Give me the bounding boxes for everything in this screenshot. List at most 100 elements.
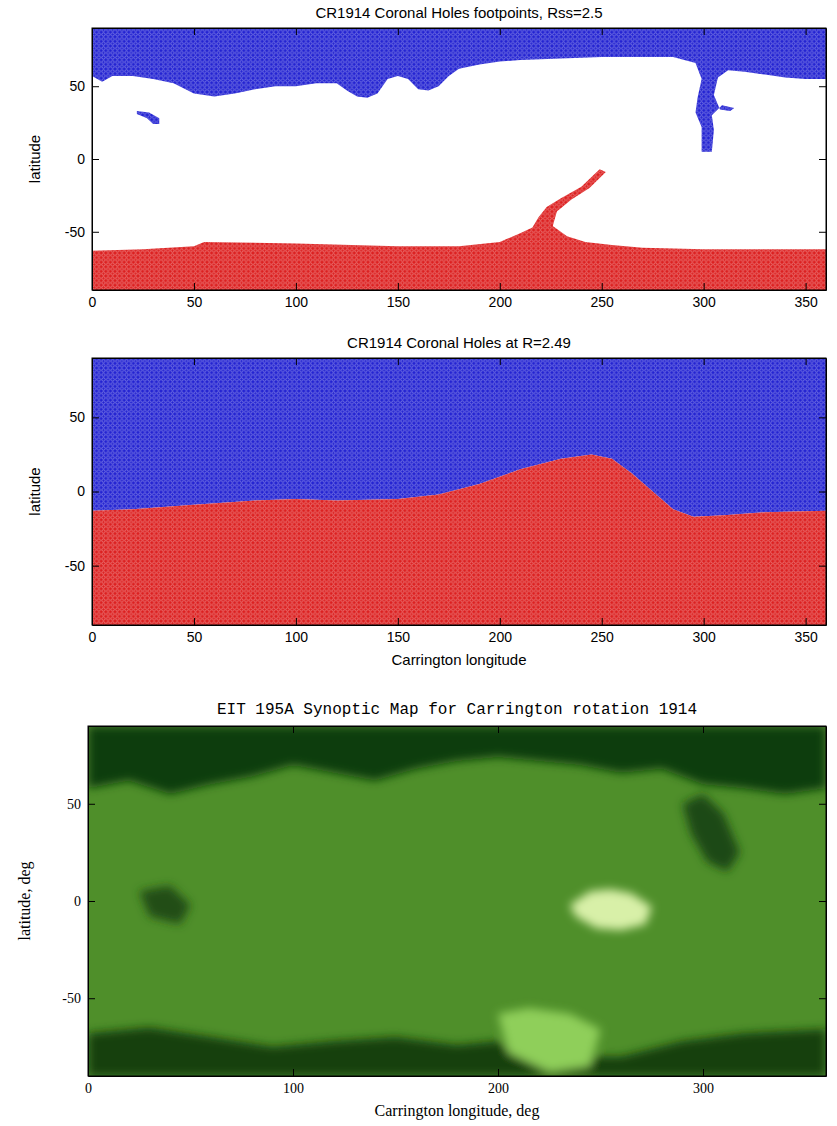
tick-mark — [819, 804, 826, 805]
tick-label: 200 — [488, 1081, 509, 1096]
marks — [92, 358, 826, 625]
axis-line — [89, 726, 827, 727]
tick — [602, 358, 603, 365]
figure: CR1914 Coronal Holes footpoints, Rss=2.5… — [0, 0, 837, 1126]
axis: -50050 — [65, 29, 99, 291]
tick-mark — [296, 358, 297, 365]
axis-title: latitude — [26, 135, 43, 183]
plot-frame — [92, 28, 826, 290]
tick: 300 — [692, 618, 716, 645]
axis-line — [826, 727, 827, 1077]
tick-mark — [500, 28, 501, 35]
tick: 350 — [794, 618, 818, 645]
tick-mark — [88, 901, 95, 902]
tick — [703, 726, 704, 733]
tick — [819, 492, 826, 493]
axis — [93, 358, 827, 365]
plot-frame — [88, 726, 826, 1076]
tick — [819, 804, 826, 805]
tick-label: 150 — [387, 629, 411, 645]
tick-label: 250 — [591, 629, 615, 645]
axis — [89, 726, 827, 733]
tick-label: 0 — [89, 629, 97, 645]
chart-title: CR1914 Coronal Holes at R=2.49 — [347, 334, 571, 351]
tick-mark — [92, 566, 99, 567]
tick — [819, 159, 826, 160]
tick-label: 200 — [489, 294, 513, 310]
tick-mark — [500, 618, 501, 625]
tick-label: 100 — [283, 1081, 304, 1096]
tick-mark — [819, 492, 826, 493]
axis-title: latitude — [26, 467, 43, 515]
tick-label: 50 — [187, 629, 203, 645]
image-region — [88, 1027, 826, 1076]
tick-label: 50 — [187, 294, 203, 310]
tick — [806, 28, 807, 35]
tick: 0 — [74, 894, 95, 909]
tick: 50 — [187, 283, 203, 310]
axis — [819, 359, 827, 626]
tick-mark — [92, 232, 99, 233]
plot-frame — [92, 358, 826, 625]
tick — [819, 998, 826, 999]
axis: 0 50 100 150 200 250 300 350 — [89, 618, 827, 645]
tick: 200 — [489, 283, 513, 310]
tick-label: 0 — [89, 294, 97, 310]
hole-region — [137, 111, 159, 124]
tick-mark — [602, 358, 603, 365]
tick — [194, 28, 195, 35]
tick-mark — [819, 566, 826, 567]
tick-label: 0 — [74, 894, 81, 909]
tick-mark — [704, 358, 705, 365]
tick-label: 200 — [489, 629, 513, 645]
tick: 250 — [591, 283, 615, 310]
hole-region — [92, 454, 826, 625]
tick-mark — [293, 726, 294, 733]
tick: 250 — [591, 618, 615, 645]
tick — [296, 28, 297, 35]
chart-title: CR1914 Coronal Holes footpoints, Rss=2.5 — [315, 4, 602, 21]
tick-mark — [92, 358, 93, 365]
image-region — [498, 1008, 601, 1072]
panel: CR1914 Coronal Holes at R=2.49 0 50 100 150 2… — [26, 334, 827, 668]
plot-area — [88, 726, 826, 1076]
plot-area — [92, 28, 826, 290]
tick — [602, 28, 603, 35]
tick-mark — [819, 232, 826, 233]
tick-mark — [398, 283, 399, 290]
tick: 50 — [69, 409, 99, 425]
axis — [819, 29, 827, 291]
tick-mark — [602, 28, 603, 35]
tick-label: 50 — [69, 409, 85, 425]
tick-mark — [194, 618, 195, 625]
tick: 100 — [285, 283, 309, 310]
tick-mark — [296, 618, 297, 625]
tick — [92, 28, 93, 35]
tick — [500, 358, 501, 365]
tick-mark — [819, 901, 826, 902]
image-region — [88, 726, 826, 794]
tick-mark — [88, 804, 95, 805]
tick — [819, 566, 826, 567]
image-region — [139, 885, 190, 924]
tick: 350 — [794, 283, 818, 310]
hole-region — [92, 169, 826, 290]
axis-line — [93, 290, 827, 291]
tick-label: 50 — [67, 797, 81, 812]
axis: 0100200300 — [85, 1069, 827, 1096]
tick — [498, 726, 499, 733]
tick-mark — [500, 283, 501, 290]
tick-mark — [293, 1069, 294, 1076]
axis-title: latitude, deg — [16, 861, 34, 940]
axis — [93, 28, 827, 35]
tick-label: 300 — [693, 1081, 714, 1096]
tick-label: 100 — [285, 629, 309, 645]
tick-mark — [806, 618, 807, 625]
marks — [92, 28, 826, 290]
tick-label: -50 — [65, 224, 85, 240]
tick: 300 — [692, 283, 716, 310]
tick — [88, 726, 89, 733]
tick-label: 350 — [794, 294, 818, 310]
axis-line — [826, 359, 827, 626]
tick — [293, 726, 294, 733]
